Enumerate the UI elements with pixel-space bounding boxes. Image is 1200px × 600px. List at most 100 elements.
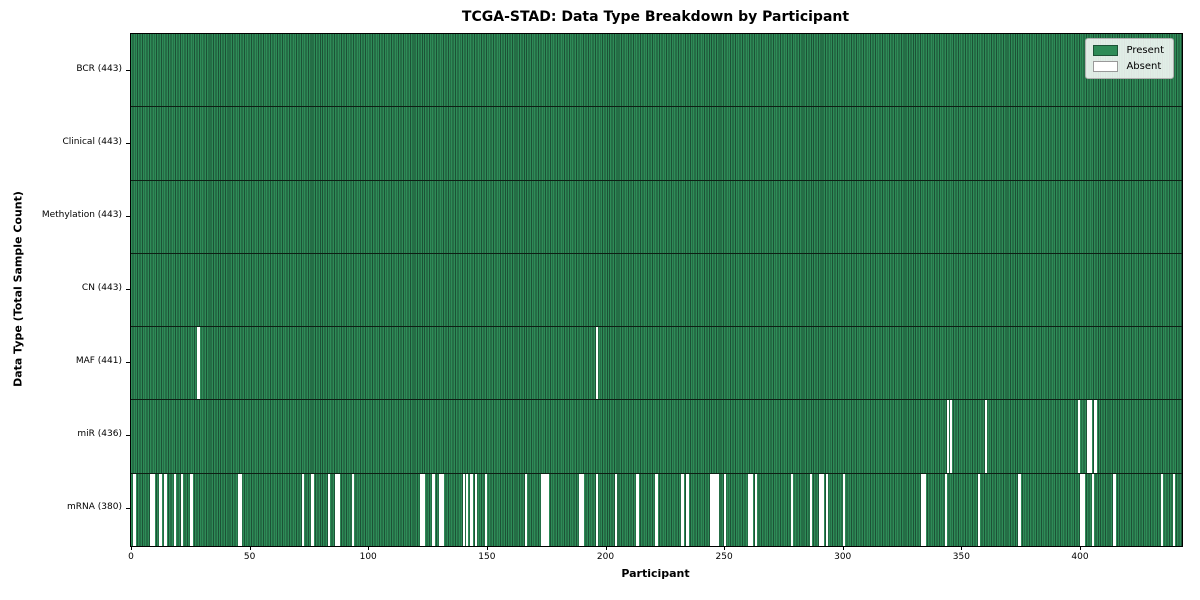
x-tick-mark	[1080, 546, 1081, 550]
absent-gap	[432, 473, 435, 546]
absent-gap	[579, 473, 582, 546]
absent-gap	[541, 473, 544, 546]
x-tick-mark	[724, 546, 726, 550]
x-tick-label: 300	[834, 552, 852, 562]
y-tick-label: Methylation (443)	[41, 209, 122, 220]
absent-gap	[819, 473, 822, 546]
absent-gap	[152, 473, 155, 546]
x-tick-label: 350	[952, 552, 970, 562]
absent-gap	[173, 473, 177, 546]
absent-gap	[596, 327, 599, 400]
absent-gap	[463, 473, 466, 546]
absent-gap	[1113, 473, 1116, 546]
heatmap-row-mir	[131, 399, 1182, 473]
absent-gap	[747, 473, 751, 546]
absent-gap	[790, 473, 793, 546]
legend: Present Absent	[1085, 38, 1174, 79]
absent-gap	[596, 473, 599, 546]
y-tick-label: Clinical (443)	[62, 136, 122, 147]
x-tick-label: 50	[243, 552, 256, 562]
absent-gap	[470, 473, 473, 546]
x-tick-label: 250	[715, 552, 733, 562]
absent-gap	[944, 473, 948, 546]
absent-gap	[180, 473, 184, 546]
absent-gap	[1079, 473, 1083, 546]
absent-gap	[190, 473, 193, 546]
absent-gap	[546, 473, 549, 546]
absent-gap	[420, 473, 423, 546]
absent-gap	[465, 473, 468, 546]
y-tick-label: mRNA (380)	[67, 502, 122, 513]
absent-gap	[985, 400, 988, 473]
absent-gap	[1094, 400, 1097, 473]
absent-gap	[712, 473, 715, 546]
absent-gap	[709, 473, 713, 546]
absent-gap	[717, 473, 720, 546]
absent-gap	[921, 473, 924, 546]
x-tick-mark	[131, 546, 132, 550]
x-tick-label: 200	[596, 552, 615, 562]
absent-gap	[301, 473, 305, 546]
plot-area: Present Absent	[130, 33, 1183, 547]
absent-gap	[923, 473, 926, 546]
absent-gap	[335, 473, 338, 546]
x-axis-label: Participant	[621, 567, 690, 580]
absent-gap	[636, 473, 639, 546]
absent-gap	[1087, 400, 1090, 473]
absent-gap	[614, 473, 618, 546]
absent-gap	[159, 473, 162, 546]
absent-gap	[441, 473, 445, 546]
absent-gap	[686, 473, 689, 546]
heatmap-row-clinical	[131, 106, 1182, 180]
x-tick-mark	[961, 546, 963, 550]
heatmap-row-bcr	[131, 34, 1182, 107]
y-tick-mark	[126, 435, 130, 437]
absent-gap	[133, 473, 136, 546]
x-tick-mark	[486, 546, 488, 550]
absent-gap	[1172, 473, 1175, 546]
y-tick-mark	[126, 69, 130, 71]
absent-gap	[581, 473, 585, 546]
absent-gap	[947, 400, 950, 473]
absent-gap	[655, 473, 658, 546]
absent-gap	[750, 473, 753, 546]
absent-gap	[327, 473, 331, 546]
y-tick-mark	[126, 508, 130, 510]
absent-gap	[164, 473, 167, 546]
absent-gap	[524, 473, 528, 546]
absent-gap	[826, 473, 829, 546]
heatmap-row-maf	[131, 326, 1182, 400]
absent-gap	[351, 473, 354, 546]
absent-gap	[821, 473, 824, 546]
x-tick-mark	[368, 546, 370, 550]
y-tick-label: BCR (443)	[76, 63, 122, 74]
absent-gap	[337, 473, 340, 546]
absent-gap	[714, 473, 717, 546]
x-tick-label: 0	[128, 552, 134, 562]
legend-label-absent: Absent	[1126, 61, 1162, 72]
x-tick-mark	[249, 546, 251, 550]
heatmap-rows	[131, 34, 1182, 546]
absent-gap	[149, 473, 153, 546]
absent-gap	[809, 473, 812, 546]
y-tick-mark	[126, 289, 130, 290]
heatmap-row-methylation	[131, 179, 1182, 253]
x-tick-label: 100	[359, 552, 377, 562]
heatmap-row-cn	[131, 252, 1182, 327]
absent-gap	[439, 473, 442, 546]
absent-gap	[422, 473, 426, 546]
absent-gap	[240, 473, 243, 546]
legend-label-present: Present	[1126, 45, 1164, 56]
y-tick-mark	[126, 215, 130, 217]
absent-gap	[1077, 400, 1080, 473]
absent-gap	[949, 400, 952, 473]
x-tick-mark	[842, 546, 844, 550]
y-tick-mark	[126, 362, 130, 364]
absent-gap	[1082, 473, 1085, 546]
legend-item-present: Present	[1093, 45, 1164, 56]
x-tick-label: 150	[478, 552, 496, 562]
absent-gap	[484, 473, 487, 546]
y-tick-label: CN (443)	[81, 283, 122, 293]
heatmap-row-mrna	[131, 472, 1182, 546]
